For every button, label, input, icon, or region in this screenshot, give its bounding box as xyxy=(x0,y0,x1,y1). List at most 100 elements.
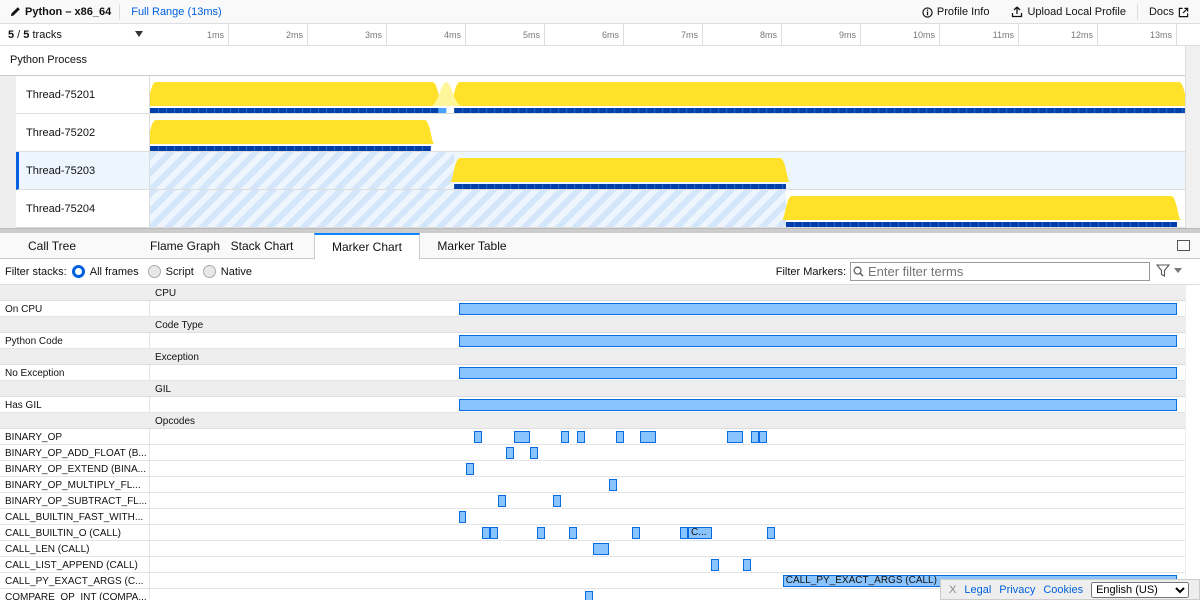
sample-tick xyxy=(1017,222,1019,227)
radio-label[interactable]: Native xyxy=(220,265,252,278)
sample-tick xyxy=(574,108,576,113)
activity-graph[interactable] xyxy=(150,76,1185,113)
marker[interactable]: C... xyxy=(687,527,712,539)
process-track[interactable]: Python Process xyxy=(0,46,1185,76)
radio-label[interactable]: Script xyxy=(165,265,194,278)
sample-tick xyxy=(817,222,819,227)
sample-tick xyxy=(670,184,672,189)
marker[interactable] xyxy=(529,447,538,459)
marker[interactable] xyxy=(726,431,744,443)
upload-profile-button[interactable]: Upload Local Profile xyxy=(1000,6,1136,18)
marker[interactable] xyxy=(506,447,515,459)
marker[interactable] xyxy=(608,479,617,491)
sidebar-toggle-icon[interactable] xyxy=(1177,240,1190,251)
marker[interactable] xyxy=(751,431,760,443)
sample-tick xyxy=(654,184,656,189)
sample-tick xyxy=(590,184,592,189)
sample-tick xyxy=(1025,222,1027,227)
sample-tick xyxy=(846,108,848,113)
profile-name-button[interactable]: Python – x86_64 xyxy=(0,3,121,20)
sample-tick xyxy=(430,108,431,113)
marker[interactable] xyxy=(458,367,1177,379)
sample-tick xyxy=(358,108,359,113)
panel-splitter[interactable] xyxy=(0,228,1200,233)
sample-tick xyxy=(374,108,375,113)
marker[interactable] xyxy=(680,527,688,539)
sample-tick xyxy=(734,108,736,113)
marker[interactable] xyxy=(710,559,719,571)
sample-tick xyxy=(366,146,367,151)
sample-tick xyxy=(865,222,867,227)
activity-graph[interactable] xyxy=(150,114,1185,151)
marker[interactable] xyxy=(568,527,578,539)
close-footer-button[interactable]: X xyxy=(949,583,957,596)
marker[interactable] xyxy=(639,431,657,443)
tab-marker-table[interactable]: Marker Table xyxy=(437,239,507,253)
group-label: Opcodes xyxy=(155,416,196,427)
filter-icon[interactable] xyxy=(1156,264,1186,278)
marker[interactable] xyxy=(585,591,594,600)
thread-track[interactable]: Thread-75201 xyxy=(16,76,1185,114)
marker[interactable] xyxy=(766,527,775,539)
docs-link[interactable]: Docs xyxy=(1138,6,1200,18)
marker[interactable] xyxy=(498,495,507,507)
sample-tick xyxy=(270,108,271,113)
timeline-scrollbar[interactable] xyxy=(1185,46,1200,228)
filter-markers-input[interactable] xyxy=(850,262,1150,281)
marker-chart[interactable]: CPU On CPU Code Type Python Code Exception No… xyxy=(0,285,1185,600)
sample-tick xyxy=(1134,108,1136,113)
marker[interactable] xyxy=(743,559,752,571)
cpu-graph xyxy=(450,158,790,182)
cookies-link[interactable]: Cookies xyxy=(1043,583,1084,596)
marker[interactable] xyxy=(473,431,482,443)
marker[interactable] xyxy=(514,431,530,443)
marker[interactable] xyxy=(560,431,569,443)
tab-flame-graph[interactable]: Flame Graph xyxy=(149,239,221,253)
radio-native[interactable] xyxy=(202,265,216,278)
radio-all-frames[interactable] xyxy=(71,265,85,278)
sample-tick xyxy=(1113,222,1115,227)
sample-tick xyxy=(422,146,423,151)
thread-track[interactable]: Thread-75204 xyxy=(16,190,1185,228)
privacy-link[interactable]: Privacy xyxy=(999,583,1036,596)
thread-track[interactable]: Thread-75203 xyxy=(16,152,1185,190)
radio-label[interactable]: All frames xyxy=(89,265,139,278)
marker[interactable] xyxy=(458,303,1177,315)
marker[interactable] xyxy=(458,511,466,523)
tab-marker-chart[interactable]: Marker Chart xyxy=(314,233,420,260)
sample-tick xyxy=(646,108,648,113)
tab-call-tree[interactable]: Call Tree xyxy=(27,239,77,253)
marker[interactable] xyxy=(481,527,490,539)
marker[interactable] xyxy=(458,399,1177,411)
marker[interactable] xyxy=(552,495,561,507)
activity-graph[interactable] xyxy=(150,152,1185,189)
full-range-breadcrumb[interactable]: Full Range (13ms) xyxy=(131,5,222,18)
legal-link[interactable]: Legal xyxy=(964,583,992,596)
marker-chart-scrollbar[interactable] xyxy=(1185,285,1200,600)
thread-track[interactable]: Thread-75202 xyxy=(16,114,1185,152)
sample-tick xyxy=(694,108,696,113)
marker[interactable] xyxy=(616,431,624,443)
filter-bar: Filter stacks: All frames Script Native Fi… xyxy=(0,259,1200,285)
marker[interactable] xyxy=(759,431,767,443)
marker[interactable] xyxy=(577,431,586,443)
marker[interactable] xyxy=(458,335,1177,347)
profile-info-button[interactable]: Profile Info xyxy=(911,6,1001,18)
marker[interactable] xyxy=(593,543,609,555)
marker[interactable] xyxy=(631,527,640,539)
marker[interactable] xyxy=(489,527,499,539)
marker-label: BINARY_OP xyxy=(0,429,150,445)
sample-tick xyxy=(841,222,843,227)
marker[interactable] xyxy=(466,463,474,475)
marker[interactable] xyxy=(537,527,545,539)
activity-graph[interactable] xyxy=(150,190,1185,227)
sample-tick xyxy=(486,108,488,113)
dropdown-arrow-icon[interactable] xyxy=(135,31,143,37)
sample-tick xyxy=(382,108,383,113)
radio-script[interactable] xyxy=(147,265,161,278)
track-count-button[interactable]: 5 / 5 tracks xyxy=(8,29,62,41)
tab-stack-chart[interactable]: Stack Chart xyxy=(230,239,294,253)
sample-tick xyxy=(1038,108,1040,113)
language-select[interactable]: English (US) xyxy=(1091,581,1190,598)
sample-tick xyxy=(822,108,824,113)
